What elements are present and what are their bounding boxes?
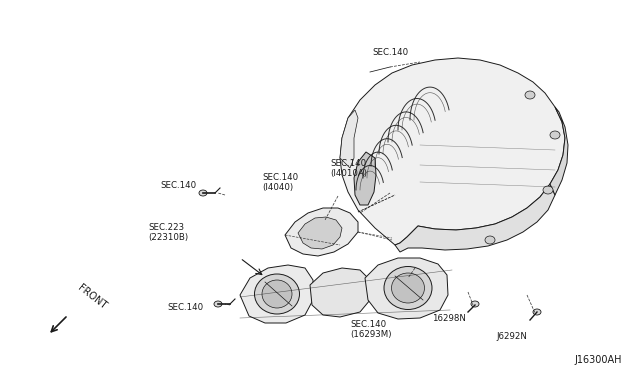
Polygon shape	[365, 258, 448, 319]
Text: 16298N: 16298N	[432, 314, 466, 323]
Ellipse shape	[214, 301, 222, 307]
Ellipse shape	[392, 273, 424, 303]
Ellipse shape	[199, 190, 207, 196]
Text: J6292N: J6292N	[496, 332, 527, 341]
Polygon shape	[354, 152, 376, 205]
Ellipse shape	[471, 301, 479, 307]
Ellipse shape	[543, 186, 553, 194]
Ellipse shape	[533, 309, 541, 315]
Ellipse shape	[525, 91, 535, 99]
Polygon shape	[340, 58, 565, 245]
Text: SEC.140: SEC.140	[167, 304, 203, 312]
Ellipse shape	[485, 236, 495, 244]
Text: SEC.223
(22310B): SEC.223 (22310B)	[148, 222, 188, 242]
Text: SEC.140
(I4010A): SEC.140 (I4010A)	[330, 158, 367, 178]
Polygon shape	[340, 110, 358, 168]
Ellipse shape	[262, 280, 292, 308]
Ellipse shape	[255, 274, 300, 314]
Polygon shape	[550, 107, 568, 195]
Polygon shape	[310, 268, 370, 317]
Ellipse shape	[550, 131, 560, 139]
Polygon shape	[285, 208, 358, 256]
Polygon shape	[240, 265, 313, 323]
Text: SEC.140
(I4040): SEC.140 (I4040)	[262, 173, 298, 192]
Text: FRONT: FRONT	[76, 283, 108, 311]
Text: SEC.140: SEC.140	[160, 180, 196, 189]
Polygon shape	[395, 184, 555, 252]
Text: J16300AH: J16300AH	[575, 355, 622, 365]
Text: SEC.140
(16293M): SEC.140 (16293M)	[350, 320, 392, 339]
Polygon shape	[298, 217, 342, 249]
Text: SEC.140: SEC.140	[372, 48, 408, 57]
Ellipse shape	[384, 266, 432, 310]
